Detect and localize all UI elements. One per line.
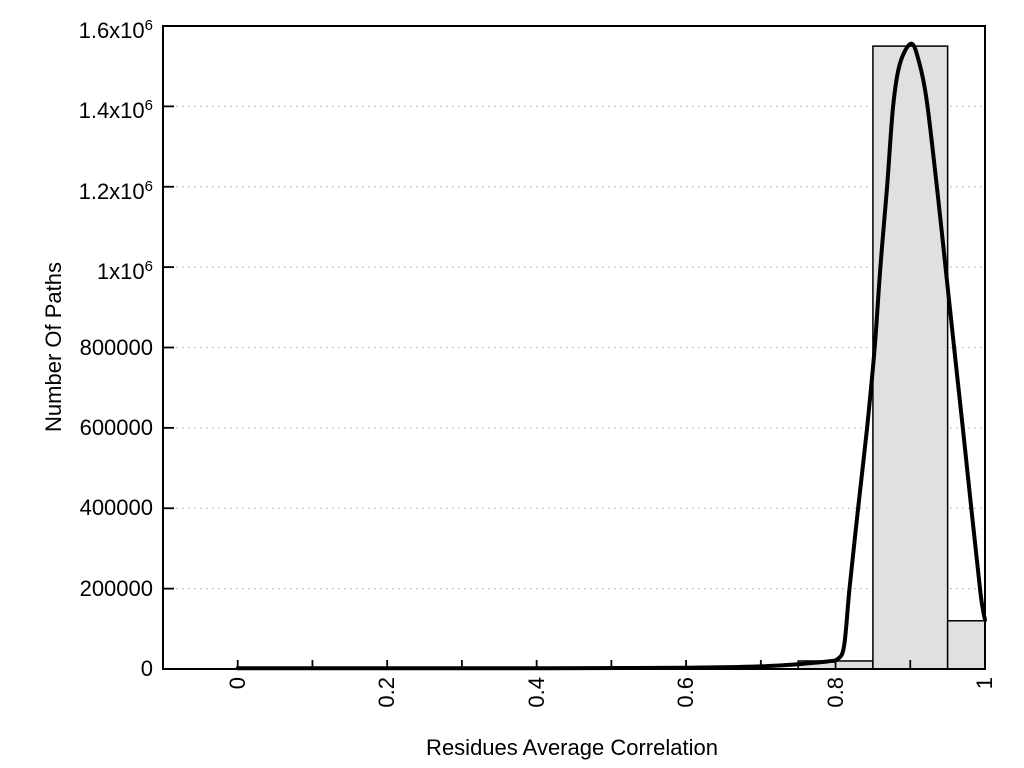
y-tick-label: 1.6x106 bbox=[78, 17, 153, 43]
y-tick-label: 1x106 bbox=[96, 258, 153, 285]
x-axis-title: Residues Average Correlation bbox=[426, 735, 718, 760]
density-curve bbox=[235, 41, 987, 671]
histogram-bar bbox=[872, 45, 949, 670]
x-tick-label: 0.2 bbox=[374, 677, 400, 708]
x-tick-label: 0.4 bbox=[523, 677, 549, 708]
x-tick-label: 0 bbox=[224, 677, 250, 690]
y-tick-label: 400000 bbox=[79, 495, 153, 521]
y-tick-label: 800000 bbox=[79, 334, 153, 360]
x-tick-label: 1 bbox=[972, 677, 997, 690]
y-tick-label: 200000 bbox=[79, 575, 153, 601]
y-tick-label: 0 bbox=[140, 656, 153, 681]
x-tick-label: 0.6 bbox=[673, 677, 699, 708]
plot-border bbox=[162, 25, 986, 670]
y-tick-label: 1.4x106 bbox=[78, 97, 153, 124]
y-tick-label: 600000 bbox=[79, 414, 153, 440]
x-tick-label: 0.8 bbox=[822, 677, 848, 708]
histogram-bar bbox=[946, 620, 986, 670]
y-tick-label: 1.2x106 bbox=[78, 177, 153, 204]
